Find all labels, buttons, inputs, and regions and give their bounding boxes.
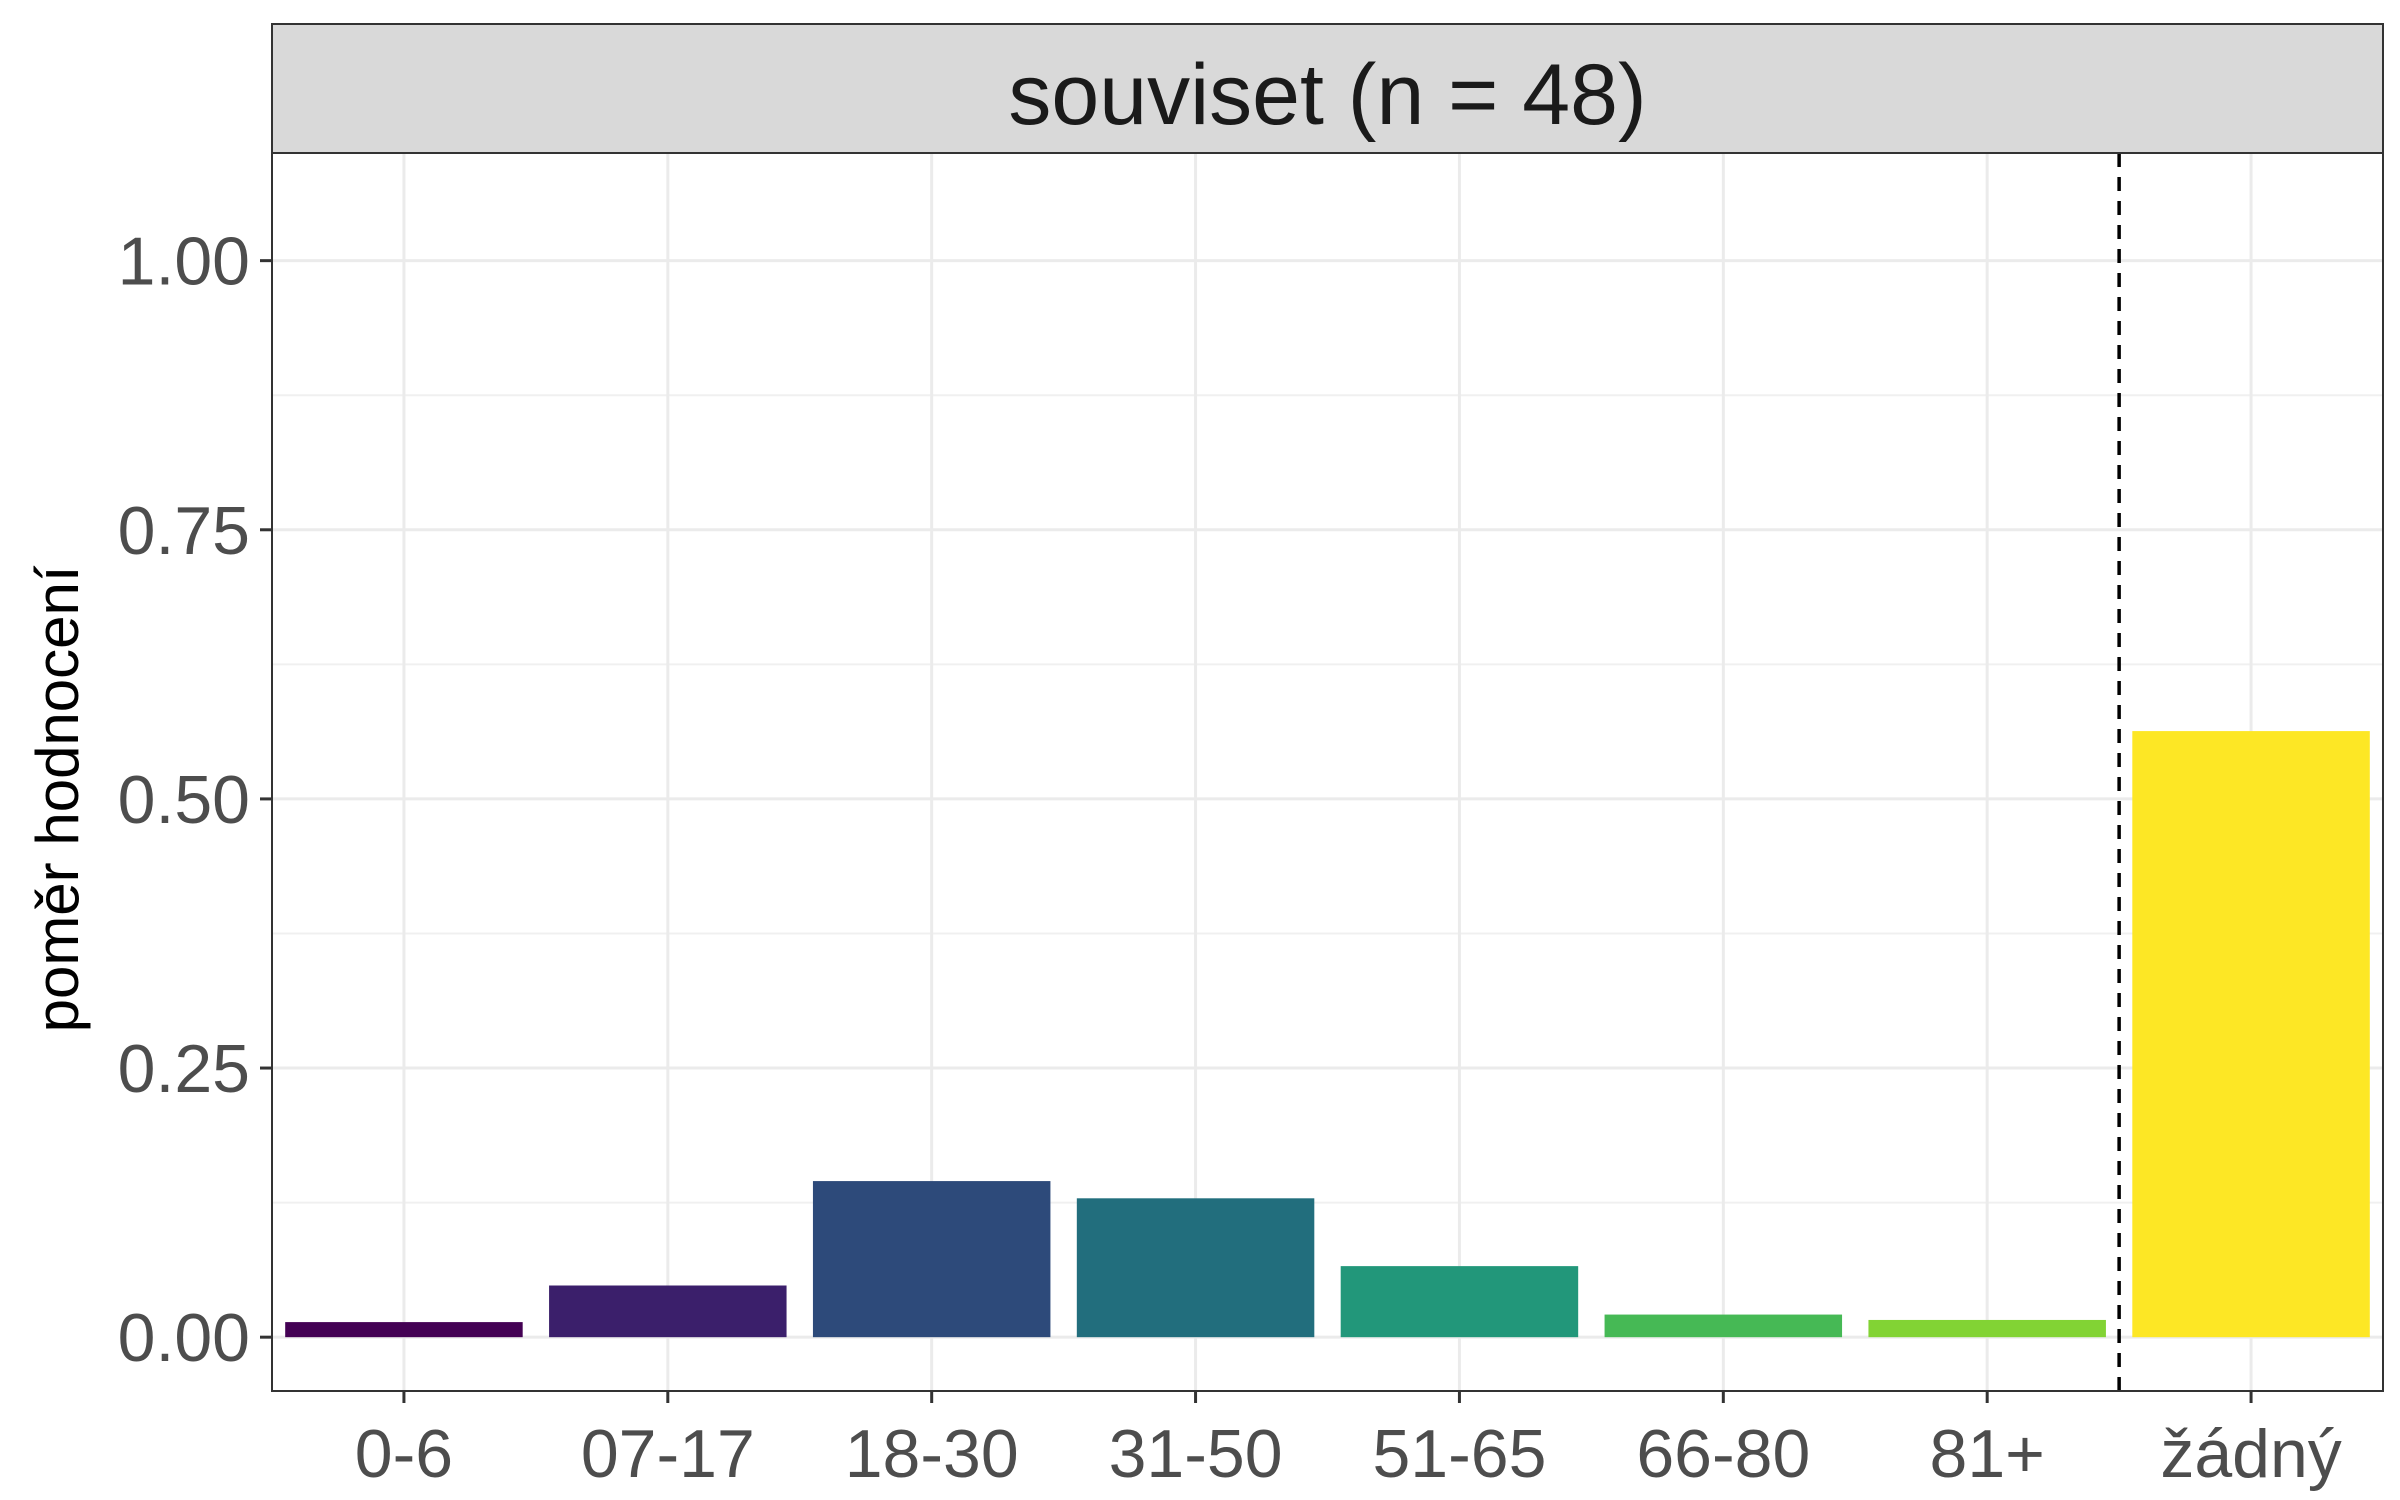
x-tick-label: 0-6: [355, 1416, 453, 1492]
facet-strip: [271, 23, 2384, 154]
x-tick-label: žádný: [2160, 1416, 2341, 1492]
panel-border: [271, 152, 2384, 1392]
bar: [2132, 731, 2370, 1338]
bar: [1340, 1266, 1579, 1338]
y-tick-label: 0.00: [118, 1300, 250, 1376]
x-axis: 0-6 07-17 18-30 31-50 51-65 66-80 81+ žádný: [355, 1391, 2342, 1492]
x-tick-label: 51-65: [1372, 1416, 1546, 1492]
y-tick-label: 0.75: [118, 493, 250, 569]
x-tick-label: 18-30: [845, 1416, 1019, 1492]
bar: [1076, 1198, 1315, 1338]
y-tick-label: 0.25: [118, 1031, 250, 1107]
x-tick-label: 31-50: [1109, 1416, 1283, 1492]
facet-title: souviset (n = 48): [1008, 47, 1646, 143]
x-tick-label: 07-17: [581, 1416, 755, 1492]
bar: [812, 1181, 1051, 1338]
x-tick-label: 66-80: [1636, 1416, 1810, 1492]
grid-minor: [272, 394, 2383, 1204]
bar: [549, 1285, 787, 1338]
bar: [1604, 1314, 1843, 1338]
bar: [285, 1322, 523, 1338]
grid-major: [272, 153, 2383, 1391]
y-axis: 0.00 0.25 0.50 0.75 1.00: [118, 224, 272, 1376]
y-axis-title: poměr hodnocení: [24, 565, 91, 1032]
x-tick-label: 81+: [1930, 1416, 2045, 1492]
y-tick-label: 0.50: [118, 762, 250, 838]
y-tick-label: 1.00: [118, 224, 250, 300]
bar: [1868, 1319, 2106, 1338]
bars: [285, 731, 2370, 1338]
